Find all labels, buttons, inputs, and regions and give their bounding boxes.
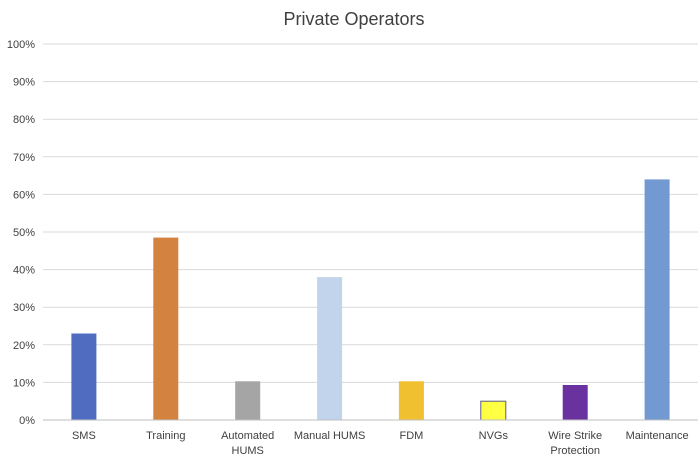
gridlines: [43, 43, 698, 383]
y-tick-label: 50%: [13, 227, 35, 239]
y-tick-label: 40%: [13, 265, 35, 277]
x-tick-label: Training: [146, 430, 185, 442]
x-axis-ticks: SMS Training Automated HUMS Manual HUMS FDM NV…: [72, 430, 689, 457]
x-tick-label: FDM: [399, 430, 423, 442]
bar: [562, 385, 588, 420]
y-tick-label: 80%: [13, 114, 35, 126]
bar: [153, 237, 179, 420]
x-tick-label: NVGs: [479, 430, 509, 442]
x-tick-label: Manual HUMS: [294, 430, 366, 442]
y-axis-ticks: 0% 10% 20% 30% 40% 50% 60% 70% 80% 90% 100%: [7, 39, 35, 427]
bar: [480, 400, 507, 421]
x-tick-label: SMS: [72, 430, 96, 442]
y-tick-label: 10%: [13, 377, 35, 389]
y-tick-label: 90%: [13, 77, 35, 89]
bar: [398, 381, 424, 420]
y-tick-label: 0%: [19, 415, 35, 427]
y-tick-label: 30%: [13, 302, 35, 314]
bar: [71, 333, 97, 420]
y-tick-label: 20%: [13, 340, 35, 352]
x-tick-label: Automated HUMS: [221, 430, 274, 457]
x-tick-label: Wire Strike Protection: [548, 430, 602, 457]
chart-title: Private Operators: [283, 9, 424, 29]
y-tick-label: 100%: [7, 39, 35, 51]
y-tick-label: 70%: [13, 152, 35, 164]
y-tick-label: 60%: [13, 189, 35, 201]
bar: [235, 381, 261, 420]
x-tick-label: Maintenance: [626, 430, 689, 442]
bars: [71, 179, 670, 421]
bar: [644, 179, 670, 420]
bar: [317, 277, 343, 420]
